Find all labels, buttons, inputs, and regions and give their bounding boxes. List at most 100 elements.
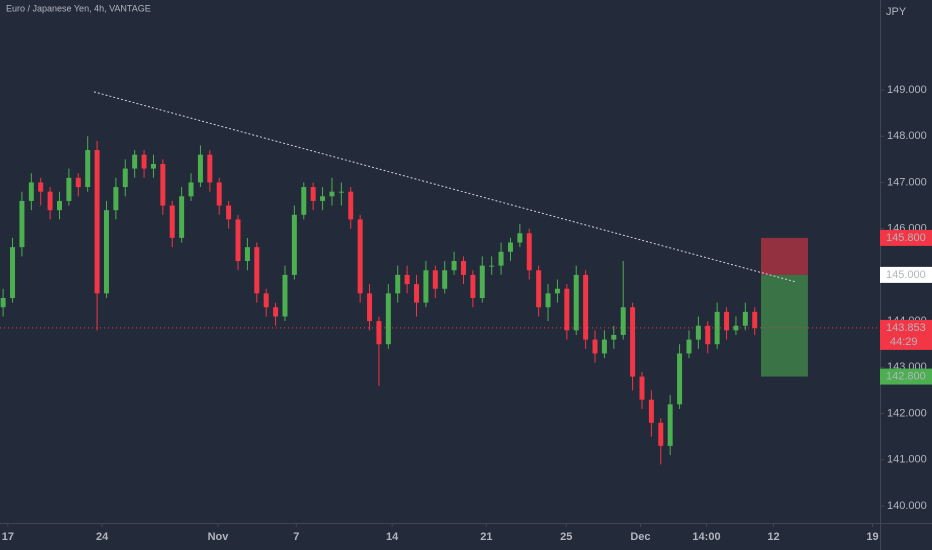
candle-body	[57, 200, 63, 211]
candle-body	[658, 422, 664, 446]
candle-body	[545, 293, 551, 308]
candle-body	[677, 353, 683, 405]
candle-body	[733, 325, 739, 331]
stop-tag	[880, 229, 932, 246]
x-tick-label: Dec	[630, 531, 650, 543]
candle-body	[329, 191, 335, 197]
candle-body	[338, 191, 344, 193]
candle-body	[179, 196, 185, 238]
last-price-tag	[880, 319, 932, 350]
y-tick-label: 142.000	[887, 407, 927, 419]
candle-body	[66, 177, 72, 201]
candle-body	[639, 376, 645, 400]
candle-body	[291, 214, 297, 275]
candle-body	[85, 150, 91, 188]
candle-body	[432, 270, 438, 289]
candle-body	[498, 251, 504, 266]
trendline	[93, 91, 796, 283]
candle-body	[742, 311, 748, 326]
candle-body	[0, 297, 6, 308]
candle-body	[395, 274, 401, 294]
x-tick-label: Nov	[208, 531, 230, 543]
candle-body	[517, 233, 523, 243]
candle-body	[507, 242, 513, 252]
candle-body	[592, 339, 598, 354]
candle-body	[263, 293, 269, 308]
entry-tag	[880, 266, 932, 283]
chart-title: Euro / Japanese Yen, 4h, VANTAGE	[6, 3, 151, 13]
target-label: 142.800	[886, 370, 926, 382]
candle-body	[554, 288, 560, 294]
candle-body	[414, 284, 420, 303]
candle-body	[611, 334, 617, 340]
candle-body	[188, 182, 194, 197]
candle-body	[244, 247, 250, 262]
candle-body	[630, 307, 636, 377]
candle-body	[10, 247, 16, 298]
y-tick-label: 140.000	[887, 500, 927, 512]
candle-body	[385, 293, 391, 345]
x-tick-label: 17	[2, 531, 14, 543]
candle-body	[235, 219, 241, 262]
candle-body	[648, 399, 654, 423]
candle-body	[564, 288, 570, 331]
target-zone	[760, 274, 808, 377]
candle-body	[573, 274, 579, 331]
candle-body	[207, 154, 213, 183]
entry-label: 145.000	[886, 269, 926, 281]
candle-body	[404, 274, 410, 285]
candle-body	[226, 205, 232, 220]
candle-body	[132, 154, 138, 169]
candle-body	[150, 163, 156, 169]
target-tag	[880, 368, 932, 385]
candle-body	[470, 274, 476, 298]
candle-body	[695, 325, 701, 340]
candle-body	[320, 196, 326, 201]
candle-body	[686, 339, 692, 354]
y-tick-label: 149.000	[887, 84, 927, 96]
candle-body	[273, 307, 279, 317]
x-tick-label: 14	[386, 531, 399, 543]
x-tick-label: 21	[480, 531, 492, 543]
countdown: 44:29	[890, 336, 918, 348]
candle-body	[376, 321, 382, 345]
candle-body	[254, 247, 260, 294]
candle-body	[489, 265, 495, 267]
candle-body	[75, 177, 81, 188]
candle-body	[526, 233, 532, 271]
x-tick-label: 24	[96, 531, 109, 543]
candle-body	[460, 261, 466, 275]
last-price-label: 143.853	[886, 322, 926, 334]
y-tick-label: 147.000	[887, 176, 927, 188]
candle-body	[301, 187, 307, 215]
candle-body	[442, 270, 448, 289]
candle-body	[103, 210, 109, 294]
candle-body	[169, 205, 175, 238]
candle-body	[451, 261, 457, 271]
candle-body	[583, 274, 589, 340]
candle-body	[479, 265, 485, 298]
candle-body	[705, 325, 711, 345]
x-tick-label: 12	[767, 531, 779, 543]
candle-body	[38, 182, 44, 192]
candle-body	[47, 191, 53, 211]
candle-body	[113, 187, 119, 211]
candle-body	[601, 339, 607, 354]
candle-body	[536, 270, 542, 308]
x-tick-label: 14:00	[692, 531, 720, 543]
candle-body	[714, 311, 720, 345]
candle-body	[667, 404, 673, 446]
candle-body	[620, 307, 626, 335]
candle-body	[310, 187, 316, 201]
candle-body	[94, 150, 100, 294]
y-tick-label: 141.000	[887, 454, 927, 466]
candle-body	[122, 168, 128, 188]
candle-body	[367, 293, 373, 322]
candle-body	[216, 182, 222, 206]
candle-body	[423, 270, 429, 303]
x-tick-label: 25	[560, 531, 572, 543]
candle-body	[348, 191, 354, 220]
stop-label: 145.800	[886, 232, 926, 244]
candle-body	[28, 182, 34, 201]
